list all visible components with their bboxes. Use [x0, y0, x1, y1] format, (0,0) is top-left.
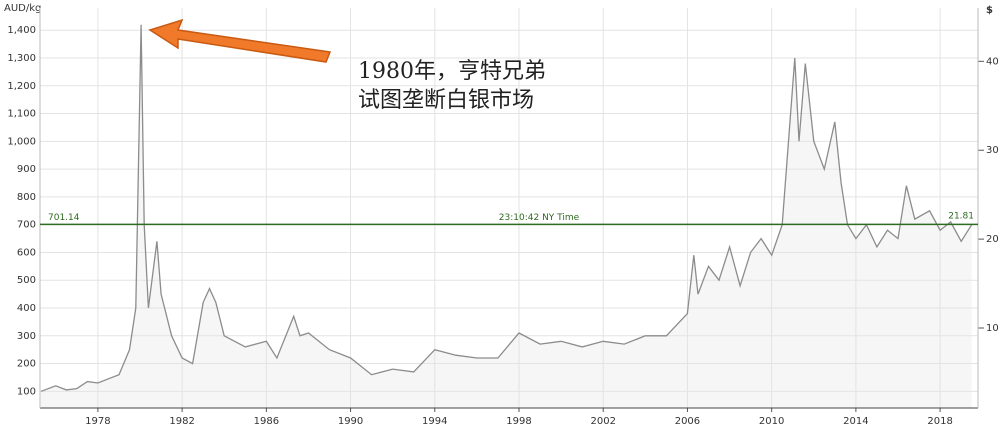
- y-tick-label: 500: [17, 275, 36, 286]
- x-tick-label: 2006: [675, 416, 700, 427]
- y-tick-label: 400: [17, 303, 36, 314]
- reference-value: 701.14: [48, 213, 80, 223]
- y-axis-label: AUD/kg: [4, 3, 41, 14]
- y-tick-label: 1,100: [7, 109, 36, 120]
- x-tick-label: 1986: [254, 416, 279, 427]
- reference-time: 23:10:42 NY Time: [499, 213, 580, 223]
- annotation-line: 试图垄断白银市场: [358, 88, 534, 113]
- y2-tick-label: 10: [986, 323, 999, 334]
- y-tick-label: 1,200: [7, 81, 36, 92]
- x-tick-label: 1998: [506, 416, 531, 427]
- reference-value-y2: 21.81: [948, 212, 974, 222]
- y-tick-label: 700: [17, 220, 36, 231]
- y-tick-label: 600: [17, 247, 36, 258]
- x-tick-label: 2010: [759, 416, 784, 427]
- y-tick-label: 100: [17, 386, 36, 397]
- x-tick-label: 2018: [927, 416, 952, 427]
- y-tick-label: 900: [17, 164, 36, 175]
- annotation-arrow: [148, 18, 332, 63]
- y2-tick-label: 30: [986, 145, 999, 156]
- x-tick-label: 1978: [85, 416, 110, 427]
- x-tick-label: 2002: [590, 416, 615, 427]
- area: [41, 24, 972, 408]
- y-tick-label: 1,400: [7, 25, 36, 36]
- y-tick-label: 300: [17, 331, 36, 342]
- y2-tick-label: 40: [986, 56, 999, 67]
- x-tick-label: 1990: [338, 416, 363, 427]
- x-tick-label: 1982: [169, 416, 194, 427]
- y-tick-label: 200: [17, 359, 36, 370]
- y2-tick-label: 20: [986, 234, 999, 245]
- annotation-line: 1980年，亨特兄弟: [358, 59, 546, 84]
- x-tick-label: 1994: [422, 416, 447, 427]
- line: [40, 24, 973, 392]
- y-tick-label: 800: [17, 192, 36, 203]
- y2-axis-label: $: [986, 5, 993, 16]
- y-tick-label: 1,300: [7, 53, 36, 64]
- y-tick-label: 1,000: [7, 136, 36, 147]
- x-tick-label: 2014: [843, 416, 868, 427]
